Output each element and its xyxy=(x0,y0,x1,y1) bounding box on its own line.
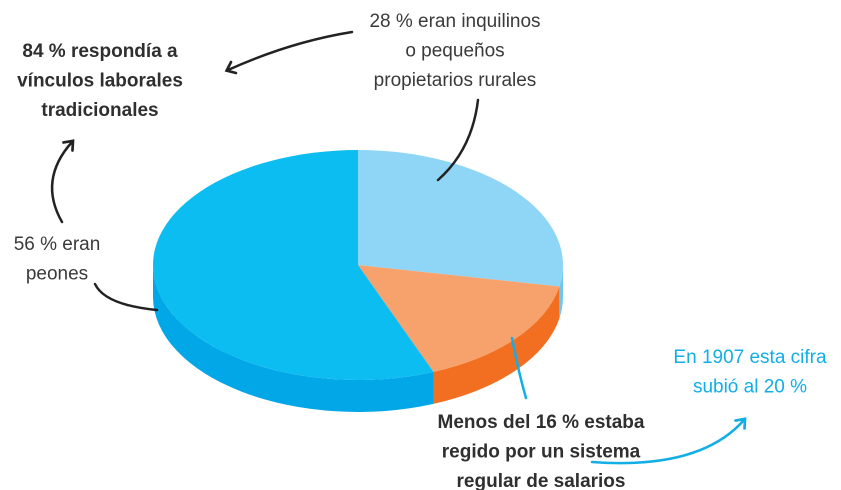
annotation-line: regido por un sistema xyxy=(442,442,641,463)
annotation-line: 84 % respondía a xyxy=(22,41,178,62)
slice xyxy=(358,150,564,287)
annotation-line: Menos del 16 % estaba xyxy=(438,412,645,433)
annotation-line: o pequeños xyxy=(405,41,504,62)
annotation-line: subió al 20 % xyxy=(693,377,807,398)
annotations: 28 % eran inquilinos o pequeños propietari… xyxy=(14,11,827,490)
slice-side xyxy=(559,265,563,319)
annotation-line: 28 % eran inquilinos xyxy=(369,11,540,32)
annotation-line: En 1907 esta cifra xyxy=(673,347,827,368)
annotation-line: vínculos laborales xyxy=(17,71,183,92)
slice-side xyxy=(153,265,434,412)
connector xyxy=(510,336,528,400)
slice-side xyxy=(433,286,560,404)
slice xyxy=(358,265,560,372)
pie xyxy=(153,150,564,412)
annotation-line: regular de salarios xyxy=(457,471,626,490)
connector xyxy=(436,98,480,182)
annotation-line: propietarios rurales xyxy=(374,70,537,91)
arrow xyxy=(50,139,75,224)
annotation-line: tradicionales xyxy=(41,100,158,121)
arrow xyxy=(590,417,747,465)
slice xyxy=(153,150,434,380)
arrow xyxy=(224,30,354,75)
annotation-line: peones xyxy=(26,264,88,285)
connector xyxy=(93,282,159,312)
annotation-line: 56 % eran xyxy=(14,234,101,255)
